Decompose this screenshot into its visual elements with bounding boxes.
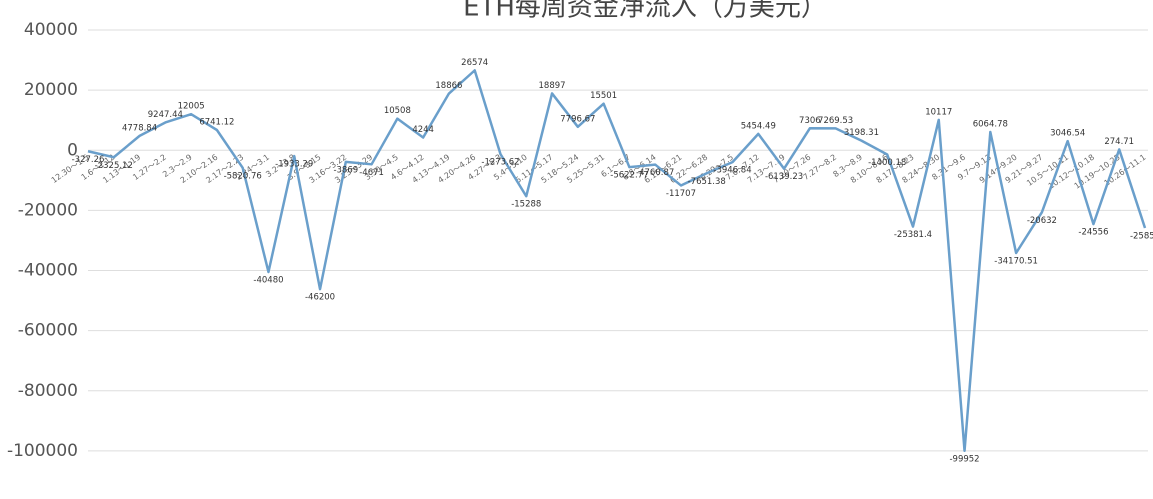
data-line <box>87 69 1147 453</box>
data-label: -1933.29 <box>275 160 313 170</box>
y-tick-label: -20000 <box>18 200 78 220</box>
data-label: -6139.23 <box>765 172 803 182</box>
data-label: -4671 <box>359 168 384 178</box>
y-tick-label: -40000 <box>18 261 78 281</box>
data-label: -99952 <box>949 454 979 464</box>
data-label: 5454.49 <box>741 121 776 131</box>
data-label: 10117 <box>925 107 952 117</box>
data-label: -15288 <box>511 200 541 210</box>
data-label: -25381.4 <box>894 230 932 240</box>
data-label: -2325.12 <box>95 161 133 171</box>
data-label: 3198.31 <box>844 128 879 138</box>
data-label: -25851 <box>1130 231 1153 241</box>
chart-title: ETH每周资金净流入（万美元） <box>463 0 827 23</box>
data-label: 3046.54 <box>1050 129 1085 139</box>
data-label: 18866 <box>435 81 462 91</box>
y-tick-label: -80000 <box>18 381 78 401</box>
data-label: 7306 <box>799 116 821 126</box>
data-label: -40480 <box>253 275 283 285</box>
data-label: -1400.18 <box>868 158 906 168</box>
data-label: -5622.77 <box>610 171 648 181</box>
y-tick-label: 0 <box>67 140 78 160</box>
data-label: -20632 <box>1027 216 1057 226</box>
data-label: 6064.78 <box>973 120 1008 130</box>
data-label: -3869 <box>333 165 358 175</box>
y-tick-label: -100000 <box>7 441 78 461</box>
data-label: -3946.84 <box>713 166 751 176</box>
data-label: 10508 <box>384 106 411 116</box>
data-label: 6741.12 <box>199 117 234 127</box>
y-tick-label: -60000 <box>18 321 78 341</box>
data-label: -4760.87 <box>636 168 674 178</box>
data-label: 15501 <box>590 91 617 101</box>
data-label: 7796.67 <box>560 114 595 124</box>
data-label: 18897 <box>539 81 566 91</box>
data-label: -24556 <box>1078 228 1108 238</box>
data-label: -7651.38 <box>688 177 726 187</box>
data-label: 7269.53 <box>818 116 853 126</box>
data-label: 4778.84 <box>122 123 157 133</box>
data-label: -1273.62 <box>481 158 519 168</box>
data-label: 12005 <box>178 102 205 112</box>
data-label: -5820.76 <box>224 171 262 181</box>
data-label: 4244 <box>412 125 434 135</box>
y-tick-label: 40000 <box>24 20 78 40</box>
data-label: 26574 <box>461 58 488 68</box>
y-tick-label: 20000 <box>24 80 78 100</box>
data-label: 9247.44 <box>148 110 183 120</box>
data-label: -11707 <box>666 189 696 199</box>
data-label: -34170.51 <box>994 257 1038 267</box>
data-label: -327.26 <box>72 155 105 165</box>
data-label: -46200 <box>305 293 335 303</box>
data-label: 274.71 <box>1104 137 1134 147</box>
